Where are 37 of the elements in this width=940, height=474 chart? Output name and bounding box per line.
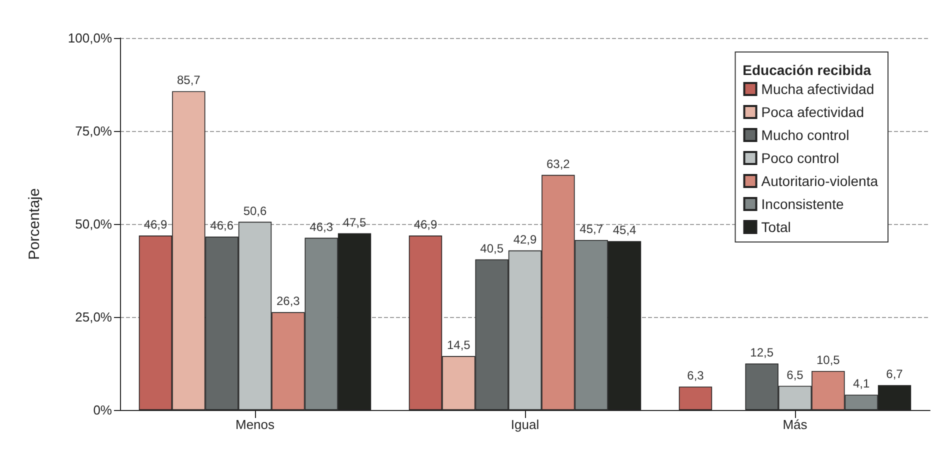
data-label: 26,3 [276, 294, 300, 308]
y-tick-label: 100,0% [68, 30, 112, 46]
x-tick-label: Más [782, 417, 808, 432]
legend-label: Mucha afectividad [761, 81, 874, 97]
data-label: 45,7 [580, 222, 604, 236]
data-label: 46,3 [310, 220, 334, 234]
y-tick-label: 75,0% [75, 124, 112, 138]
legend-label: Autoritario-violenta [761, 173, 878, 189]
x-tick-label: Igual [510, 417, 540, 432]
legend-title: Educación recibida [742, 62, 872, 78]
data-label: 10,5 [816, 352, 840, 367]
data-label: 12,5 [750, 346, 774, 360]
legend-label: Mucho control [761, 127, 850, 143]
data-label: 85,7 [176, 73, 201, 88]
data-label: 6,3 [687, 368, 704, 383]
data-label: 45,4 [612, 223, 637, 238]
data-label: 50,6 [243, 204, 267, 218]
data-label: 46,9 [414, 218, 438, 232]
y-tick-label: 0% [93, 402, 112, 418]
legend-label: Poca afectividad [761, 104, 864, 120]
data-label: 6,7 [886, 367, 904, 382]
x-tick-label: Menos [235, 417, 276, 432]
legend-label: Poco control [761, 150, 840, 166]
legend-label: Inconsistente [761, 196, 844, 212]
data-label: 63,2 [546, 156, 570, 171]
y-axis-title: Porcentaje [26, 188, 43, 260]
data-label: 42,9 [513, 232, 537, 246]
data-label: 4,1 [853, 376, 870, 391]
data-label: 40,5 [480, 241, 504, 256]
y-tick-label: 50,0% [75, 216, 112, 232]
data-label: 47,5 [342, 215, 367, 230]
data-label: 6,5 [786, 368, 804, 382]
data-label: 14,5 [446, 338, 471, 352]
y-tick-label: 25,0% [75, 310, 112, 324]
data-label: 46,9 [144, 218, 168, 232]
legend-label: Total [761, 219, 791, 235]
data-label: 46,6 [210, 218, 234, 233]
